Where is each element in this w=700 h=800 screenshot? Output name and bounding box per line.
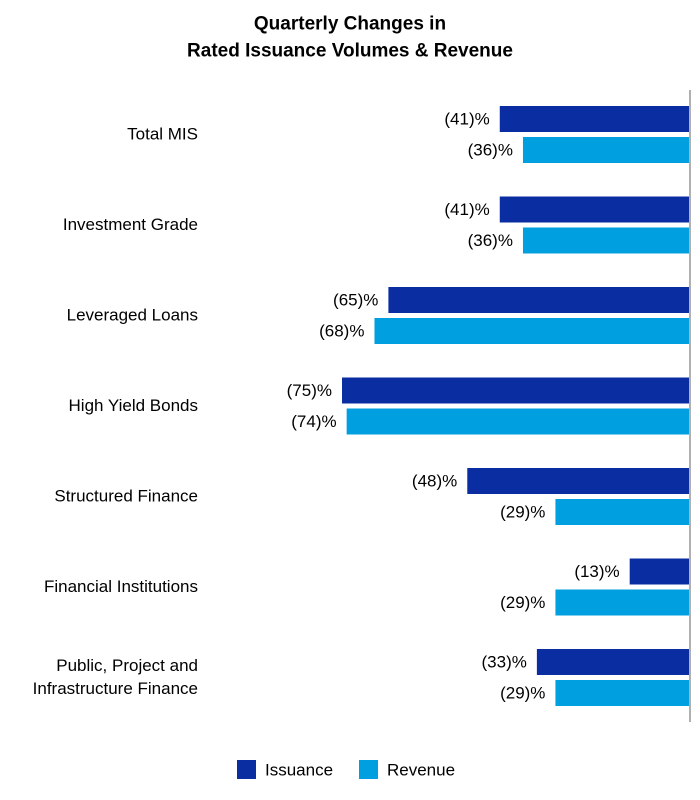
legend: Issuance Revenue — [237, 760, 455, 780]
legend-label: Issuance — [265, 761, 333, 780]
chart-title-line: Quarterly Changes in — [254, 14, 446, 35]
legend-swatch-issuance — [237, 760, 256, 779]
category-label: Total MIS — [127, 125, 198, 144]
bar-revenue — [555, 499, 690, 525]
category-label: Financial Institutions — [44, 577, 198, 596]
value-label: (48)% — [412, 472, 457, 491]
category-label: Infrastructure Finance — [33, 679, 198, 698]
legend-label: Revenue — [387, 761, 455, 780]
category-label: High Yield Bonds — [69, 396, 198, 415]
bars — [342, 106, 690, 706]
bar-revenue — [374, 318, 690, 344]
bar-issuance — [388, 287, 690, 313]
value-labels: (41)% (41)% (65)% (75)% (48)% (13)% (33)% (36)%… — [287, 110, 620, 703]
value-label: (41)% — [444, 200, 489, 219]
value-label: (74)% — [291, 412, 336, 431]
value-label: (65)% — [333, 291, 378, 310]
category-label: Structured Finance — [54, 487, 198, 506]
category-label: Investment Grade — [63, 215, 198, 234]
value-label: (33)% — [482, 653, 527, 672]
bar-issuance — [536, 649, 690, 675]
value-label: (36)% — [468, 231, 513, 250]
value-label: (41)% — [444, 110, 489, 129]
bar-revenue — [522, 137, 690, 163]
legend-swatch-revenue — [359, 760, 378, 779]
chart-title-line: Rated Issuance Volumes & Revenue — [187, 41, 513, 62]
chart-title: Quarterly Changes in Rated Issuance Volum… — [187, 14, 513, 62]
value-label: (29)% — [500, 684, 545, 703]
bar-issuance — [467, 468, 690, 494]
bar-revenue — [555, 589, 690, 616]
bar-revenue — [522, 227, 690, 254]
value-label: (29)% — [500, 593, 545, 612]
value-label: (36)% — [468, 141, 513, 160]
bar-issuance — [499, 106, 690, 132]
bar-revenue — [555, 680, 690, 706]
category-label: Leveraged Loans — [67, 306, 198, 325]
bar-issuance — [499, 196, 690, 223]
bar-issuance — [629, 558, 690, 585]
value-label: (68)% — [319, 322, 364, 341]
category-label: Public, Project and — [56, 656, 198, 675]
bar-issuance — [342, 377, 690, 404]
bar-revenue — [346, 408, 690, 435]
value-label: (13)% — [574, 562, 619, 581]
value-label: (75)% — [287, 381, 332, 400]
value-label: (29)% — [500, 503, 545, 522]
category-labels: Total MIS Investment Grade Leveraged Loans… — [33, 125, 198, 699]
